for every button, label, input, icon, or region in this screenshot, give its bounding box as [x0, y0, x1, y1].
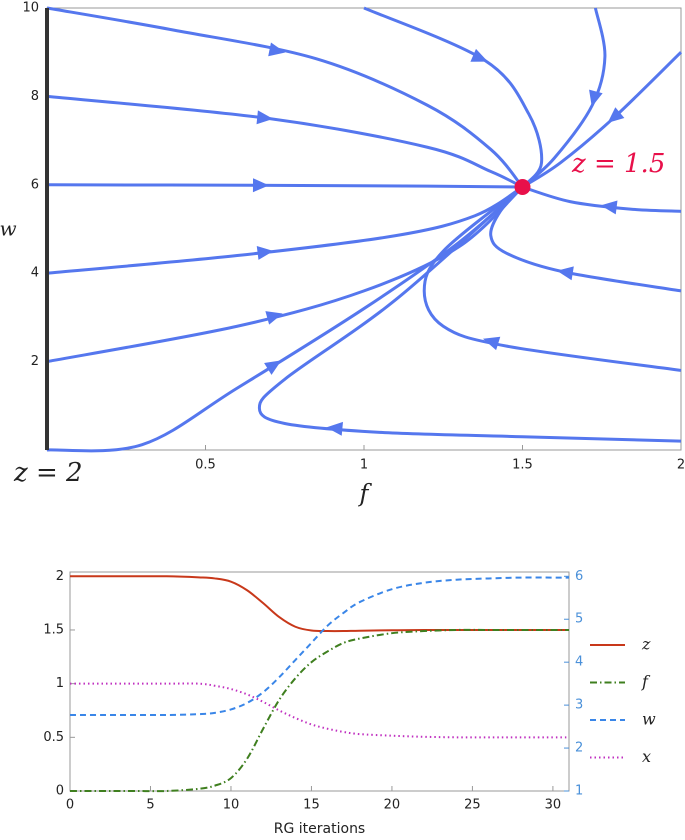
y-tick-label: 8	[31, 89, 39, 104]
x-axis-label: RG iterations	[274, 821, 365, 837]
arrowhead	[607, 107, 625, 123]
x-tick-label: 20	[384, 798, 401, 813]
series-line	[69, 575, 569, 633]
x-tick-label: 25	[464, 798, 481, 813]
x-tick-label: 1	[360, 458, 368, 473]
series-line	[70, 576, 569, 717]
series-line	[70, 682, 569, 739]
arrowhead	[256, 110, 274, 125]
x-tick-label: 0.5	[195, 458, 216, 473]
y2-tick-label: 1	[575, 784, 583, 799]
arrowhead	[252, 178, 269, 193]
x-tick-label: 2	[677, 458, 685, 473]
fixed-point	[514, 179, 531, 196]
series-line	[69, 628, 569, 793]
y-tick-label: 0.5	[43, 730, 64, 745]
streamline	[257, 185, 682, 443]
x-axis-label: f	[358, 480, 373, 508]
streamline	[46, 185, 524, 364]
y2-tick-label: 5	[575, 612, 583, 627]
y2-tick-label: 3	[575, 698, 583, 713]
fixed-line-label: z = 2	[13, 458, 83, 488]
arrowhead	[264, 360, 282, 375]
x-tick-label: 0	[66, 798, 74, 813]
streamline	[46, 6, 524, 188]
streamline	[422, 185, 682, 372]
plot-frame	[69, 571, 570, 792]
streamline	[489, 185, 682, 293]
y-tick-label: 1	[56, 676, 64, 691]
streamline	[46, 183, 523, 189]
legend-label: w	[642, 710, 656, 729]
fixed-point-label: z = 1.5	[571, 149, 665, 179]
arrowhead	[470, 48, 488, 62]
y-tick-label: 1.5	[43, 622, 64, 637]
arrowhead	[600, 200, 618, 215]
streamline	[521, 51, 683, 189]
arrowhead	[326, 421, 343, 436]
arrowhead	[268, 42, 286, 57]
streamline	[46, 94, 524, 189]
x-tick-label: 30	[545, 798, 562, 813]
y-tick-label: 2	[31, 354, 39, 369]
y2-tick-label: 4	[575, 655, 583, 670]
y2-tick-label: 2	[575, 741, 583, 756]
y-tick-label: 4	[31, 266, 39, 281]
arrowhead	[482, 336, 501, 351]
y-tick-label: 2	[56, 569, 64, 584]
x-tick-label: 1.5	[512, 458, 533, 473]
y-tick-label: 10	[22, 1, 39, 16]
streamline	[522, 185, 682, 213]
arrowhead	[265, 311, 283, 325]
streamline	[46, 185, 524, 275]
arrowhead	[589, 89, 603, 107]
legend-label: f	[641, 672, 651, 691]
arrowhead	[256, 246, 274, 260]
streamline	[46, 185, 524, 453]
x-tick-label: 15	[303, 798, 320, 813]
y-tick-label: 6	[31, 177, 39, 192]
y2-tick-label: 6	[575, 569, 583, 584]
x-tick-label: 10	[223, 798, 240, 813]
arrowhead	[556, 266, 574, 281]
legend-label: z	[641, 635, 651, 654]
y-axis-label: w	[0, 217, 17, 241]
y-tick-label: 0	[56, 784, 64, 799]
legend-label: x	[642, 747, 651, 766]
x-tick-label: 5	[146, 798, 154, 813]
streamline	[363, 6, 544, 189]
